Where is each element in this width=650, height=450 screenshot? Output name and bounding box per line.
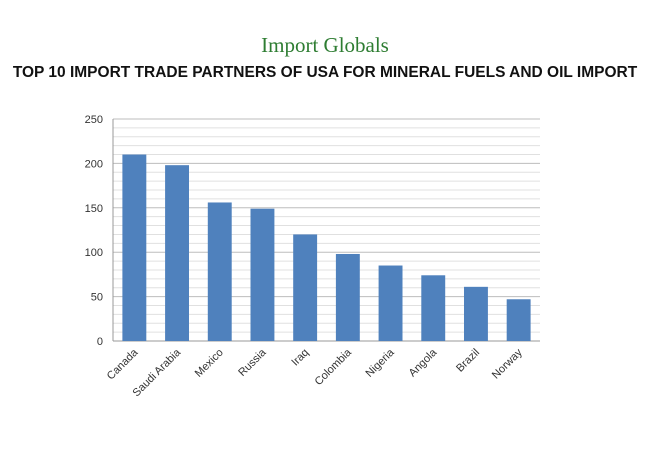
y-tick-label: 150 xyxy=(85,203,103,215)
chart-title: TOP 10 IMPORT TRADE PARTNERS OF USA FOR … xyxy=(12,64,638,81)
bar-iraq xyxy=(293,234,318,341)
x-tick-label: Brazil xyxy=(454,347,482,375)
x-tick-label: Colombia xyxy=(313,346,355,388)
y-tick-label: 0 xyxy=(97,336,103,348)
bar-russia xyxy=(250,208,275,341)
bar-mexico xyxy=(207,202,232,341)
x-tick-label: Norway xyxy=(490,346,525,381)
x-tick-label: Angola xyxy=(407,346,440,379)
y-tick-label: 100 xyxy=(85,247,103,259)
x-tick-label: Mexico xyxy=(193,347,226,380)
x-tick-label: Canada xyxy=(105,346,141,382)
bar-brazil xyxy=(463,286,488,341)
y-tick-label: 200 xyxy=(85,158,103,170)
logo: Import Globals xyxy=(261,33,389,57)
bar-nigeria xyxy=(378,265,403,341)
x-tick-label: Iraq xyxy=(289,347,311,369)
y-tick-label: 250 xyxy=(85,114,103,126)
bar-colombia xyxy=(335,253,360,341)
bar-canada xyxy=(122,154,147,341)
bar-saudi-arabia xyxy=(165,165,190,341)
y-tick-label: 50 xyxy=(91,292,103,304)
bar-norway xyxy=(506,299,531,341)
bar-angola xyxy=(421,275,446,341)
x-tick-label: Nigeria xyxy=(364,346,398,380)
x-tick-label: Russia xyxy=(236,346,269,379)
